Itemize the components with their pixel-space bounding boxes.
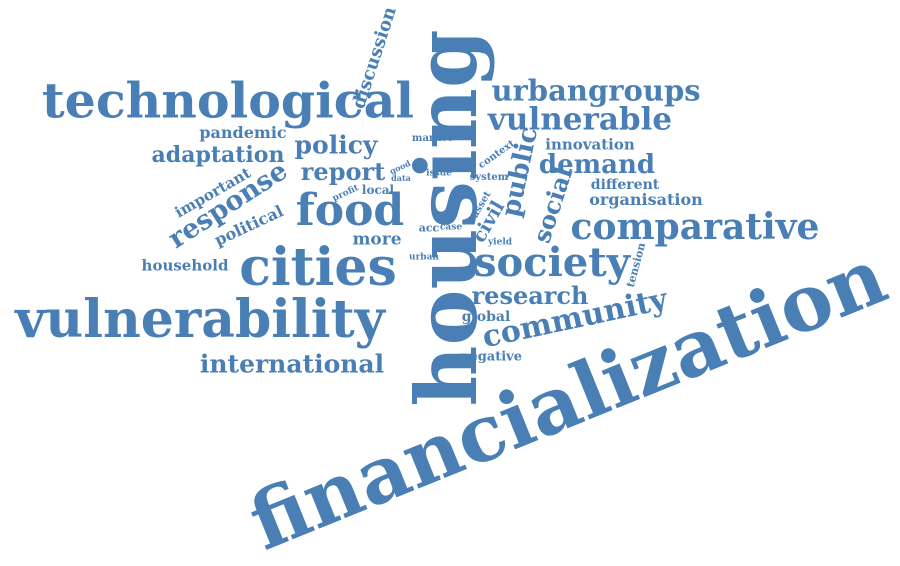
word-demand: demand xyxy=(538,150,656,180)
word-negative: negative xyxy=(459,349,523,365)
word-adaptation: adaptation xyxy=(151,142,285,168)
word-report: report xyxy=(300,157,386,186)
word-data: data xyxy=(391,173,411,183)
word-system: system xyxy=(469,172,509,183)
word-household: household xyxy=(141,256,229,275)
word-technological: technological xyxy=(42,71,414,130)
word-social: social xyxy=(526,163,579,247)
word-organisation: organisation xyxy=(589,190,703,209)
word-comparative: comparative xyxy=(570,206,820,248)
word-acc: acc xyxy=(418,221,440,235)
word-food: food xyxy=(295,185,405,236)
word-policy: policy xyxy=(294,130,378,160)
word-vulnerability: vulnerability xyxy=(15,289,385,350)
word-research: research xyxy=(471,281,589,310)
word-local: local xyxy=(361,183,395,197)
word-more: more xyxy=(352,229,402,250)
word-different: different xyxy=(590,177,660,193)
word-pandemic: pandemic xyxy=(199,123,287,142)
word-case: case xyxy=(439,222,463,233)
word-yield: yield xyxy=(487,237,513,248)
word-market: market xyxy=(411,133,453,144)
word-society: society xyxy=(474,239,630,286)
word-urbangroups: urbangroups xyxy=(491,73,701,108)
word-international: international xyxy=(199,349,385,379)
word-issue: issue xyxy=(426,168,452,179)
word-urban: urban xyxy=(409,252,439,263)
word-global: global xyxy=(461,309,511,325)
word-cities: cities xyxy=(239,237,397,298)
word-vulnerable: vulnerable xyxy=(487,101,673,138)
word-innovation: innovation xyxy=(545,135,635,154)
